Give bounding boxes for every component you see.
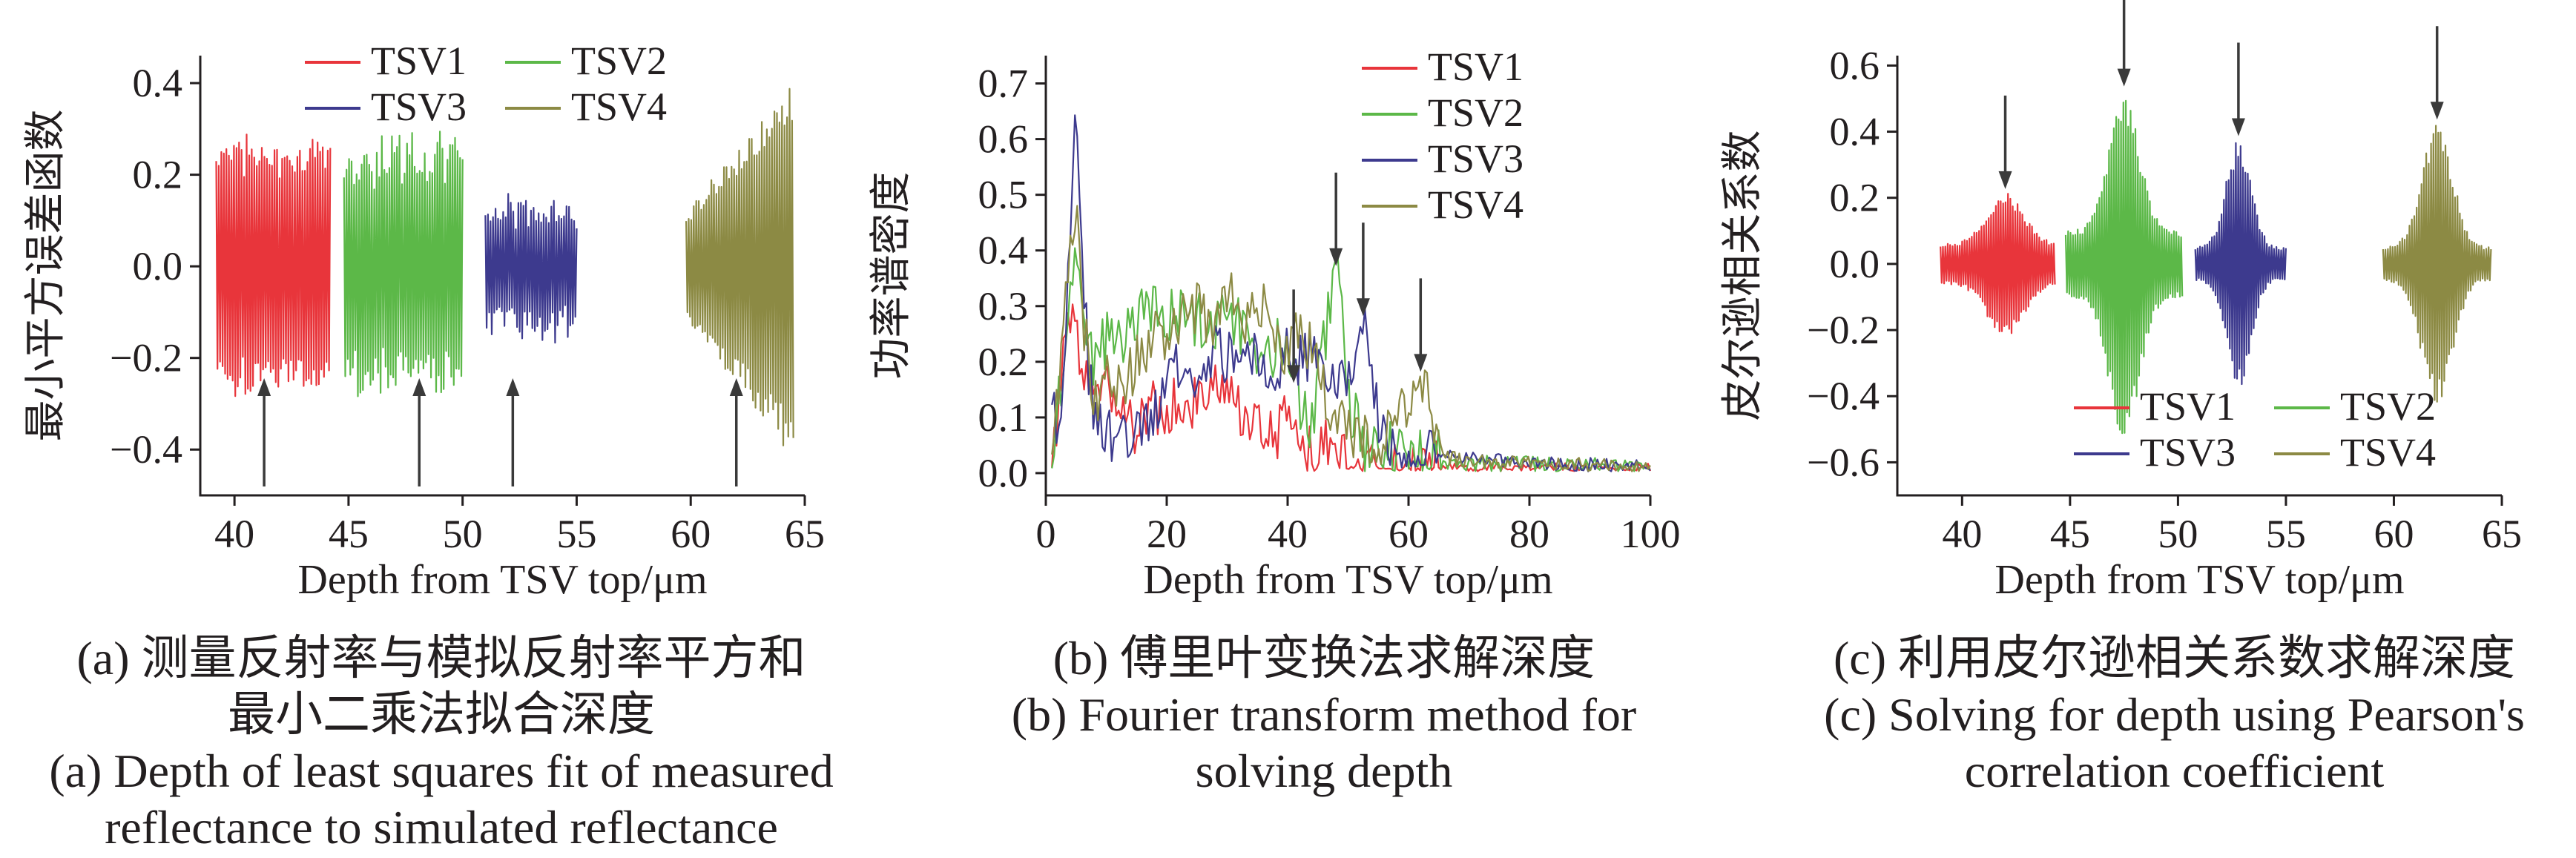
series-c-tsv3 <box>2194 142 2287 386</box>
axis-lines-c <box>1896 56 2502 497</box>
series-c-tsv1 <box>1940 193 2056 334</box>
x-tick-label-a: 60 <box>671 512 711 556</box>
caption-a: (a) 测量反射率与模拟反射率平方和 最小二乘法拟合深度 (a) Depth o… <box>0 630 883 856</box>
x-tick-label-c: 65 <box>2482 512 2522 556</box>
y-tick-label-a: 0.0 <box>133 244 183 288</box>
x-tick-label-a: 45 <box>329 512 369 556</box>
caption-c-en-line2: correlation coefficient <box>1964 745 2385 797</box>
legend-label-b-tsv2: TSV2 <box>1428 90 1523 135</box>
caption-b: (b) 傅里叶变换法求解深度 (b) Fourier transform met… <box>942 630 1706 799</box>
legend-label-a-tsv1: TSV1 <box>371 39 467 83</box>
series-a-tsv3 <box>484 193 578 344</box>
y-tick-label-b: 0.6 <box>978 117 1029 162</box>
x-axis-label-a: Depth from TSV top/μm <box>297 557 707 603</box>
legend-label-b-tsv4: TSV4 <box>1428 182 1523 227</box>
x-tick-label-c: 55 <box>2266 512 2306 556</box>
y-axis-label-a: 最小平方误差函数 <box>22 110 70 442</box>
x-tick-label-c: 40 <box>1942 512 1982 556</box>
caption-c-zh-line1: (c) 利用皮尔逊相关系数求解深度 <box>1833 632 2516 684</box>
x-tick-label-b: 20 <box>1147 512 1187 556</box>
series-b-tsv3 <box>1051 114 1651 472</box>
y-tick-label-c: −0.4 <box>1807 374 1880 418</box>
x-tick-label-b: 100 <box>1621 512 1681 556</box>
caption-c-en-line1: (c) Solving for depth using Pearson's <box>1824 688 2525 741</box>
arrow-head-b-1 <box>1287 365 1301 383</box>
series-c-tsv2 <box>2064 99 2184 435</box>
arrow-head-c-4 <box>2430 102 2444 120</box>
chart-panel-b: 0 20 40 60 80 100 0.0 0.1 0.2 0.3 0.4 0.5 0.6 0.7 Dept… <box>867 44 1681 603</box>
y-tick-label-b: 0.7 <box>978 62 1029 106</box>
x-tick-label-b: 80 <box>1509 512 1549 556</box>
legend-label-a-tsv2: TSV2 <box>571 39 667 83</box>
y-tick-label-b: 0.3 <box>978 284 1029 329</box>
arrow-head-a-3 <box>506 378 520 396</box>
arrow-head-a-1 <box>257 378 271 396</box>
series-b-tsv1 <box>1051 303 1652 472</box>
caption-a-en-line1: (a) Depth of least squares fit of measur… <box>49 745 834 797</box>
y-tick-label-b: 0.5 <box>978 173 1029 217</box>
x-axis-label-b: Depth from TSV top/μm <box>1143 557 1552 603</box>
chart-panel-c: 40 45 50 55 60 65 −0.6 −0.4 −0.2 0.0 0.2 0.4 0.6 Dept… <box>1719 0 2522 603</box>
y-tick-label-c: 0.2 <box>1830 176 1880 220</box>
x-tick-label-a: 50 <box>443 512 483 556</box>
series-b-tsv4 <box>1051 205 1651 472</box>
x-tick-label-b: 60 <box>1389 512 1429 556</box>
x-tick-label-a: 65 <box>785 512 825 556</box>
legend-label-c-tsv2: TSV2 <box>2340 384 2436 429</box>
y-tick-label-c: −0.6 <box>1807 440 1880 484</box>
y-tick-label-a: 0.4 <box>133 61 183 105</box>
x-tick-label-b: 40 <box>1268 512 1308 556</box>
caption-a-zh-line1: (a) 测量反射率与模拟反射率平方和 <box>76 632 806 684</box>
y-tick-label-c: 0.0 <box>1830 242 1880 286</box>
arrow-head-c-3 <box>2231 118 2245 136</box>
y-axis-label-b: 功率谱密度 <box>867 172 915 380</box>
chart-panel-a: 40 45 50 55 60 65 −0.4 −0.2 0.0 0.2 0.4 Depth from … <box>22 39 825 603</box>
x-tick-label-c: 45 <box>2050 512 2090 556</box>
caption-a-zh-line2: 最小二乘法拟合深度 <box>228 688 655 741</box>
caption-b-zh-line1: (b) 傅里叶变换法求解深度 <box>1053 632 1595 684</box>
series-a-tsv1 <box>215 133 332 397</box>
legend-label-b-tsv1: TSV1 <box>1428 44 1523 89</box>
x-tick-label-b: 0 <box>1036 512 1056 556</box>
series-c-tsv4 <box>2382 125 2492 403</box>
y-tick-label-b: 0.1 <box>978 395 1029 440</box>
x-tick-label-c: 50 <box>2158 512 2198 556</box>
arrow-head-c-2 <box>2117 68 2131 87</box>
arrow-head-b-4 <box>1414 354 1428 372</box>
caption-c: (c) 利用皮尔逊相关系数求解深度 (c) Solving for depth … <box>1773 630 2576 799</box>
y-tick-label-b: 0.0 <box>978 451 1029 495</box>
legend-label-c-tsv4: TSV4 <box>2340 430 2436 475</box>
y-tick-label-c: 0.6 <box>1830 43 1880 88</box>
caption-a-en-line2: reflectance to simulated reflectance <box>105 801 778 854</box>
caption-b-en-line2: solving depth <box>1195 745 1453 797</box>
legend-label-a-tsv3: TSV3 <box>371 85 467 129</box>
legend-label-b-tsv3: TSV3 <box>1428 136 1523 181</box>
y-tick-label-b: 0.4 <box>978 228 1029 273</box>
y-tick-label-a: −0.2 <box>110 336 182 380</box>
arrow-head-a-2 <box>412 378 426 396</box>
y-axis-label-c: 皮尔逊相关系数 <box>1719 131 1767 421</box>
y-tick-label-a: −0.4 <box>110 427 182 472</box>
x-tick-label-c: 60 <box>2374 512 2414 556</box>
caption-b-en-line1: (b) Fourier transform method for <box>1011 688 1637 741</box>
axis-lines-a <box>199 56 805 497</box>
x-tick-label-a: 40 <box>214 512 254 556</box>
x-tick-label-a: 55 <box>556 512 596 556</box>
legend-label-a-tsv4: TSV4 <box>571 85 667 129</box>
series-a-tsv2 <box>343 131 464 397</box>
arrow-head-b-2 <box>1329 248 1343 266</box>
y-tick-label-a: 0.2 <box>133 153 183 197</box>
arrow-head-b-3 <box>1356 298 1370 317</box>
legend-label-c-tsv3: TSV3 <box>2140 430 2236 475</box>
y-tick-label-c: −0.2 <box>1807 308 1880 352</box>
y-tick-label-b: 0.2 <box>978 340 1029 384</box>
arrow-head-a-4 <box>729 378 743 396</box>
y-tick-label-c: 0.4 <box>1830 110 1880 154</box>
arrow-head-c-1 <box>1998 171 2012 189</box>
series-a-tsv4 <box>685 88 794 446</box>
legend-label-c-tsv1: TSV1 <box>2140 384 2236 429</box>
x-axis-label-c: Depth from TSV top/μm <box>1994 557 2404 603</box>
